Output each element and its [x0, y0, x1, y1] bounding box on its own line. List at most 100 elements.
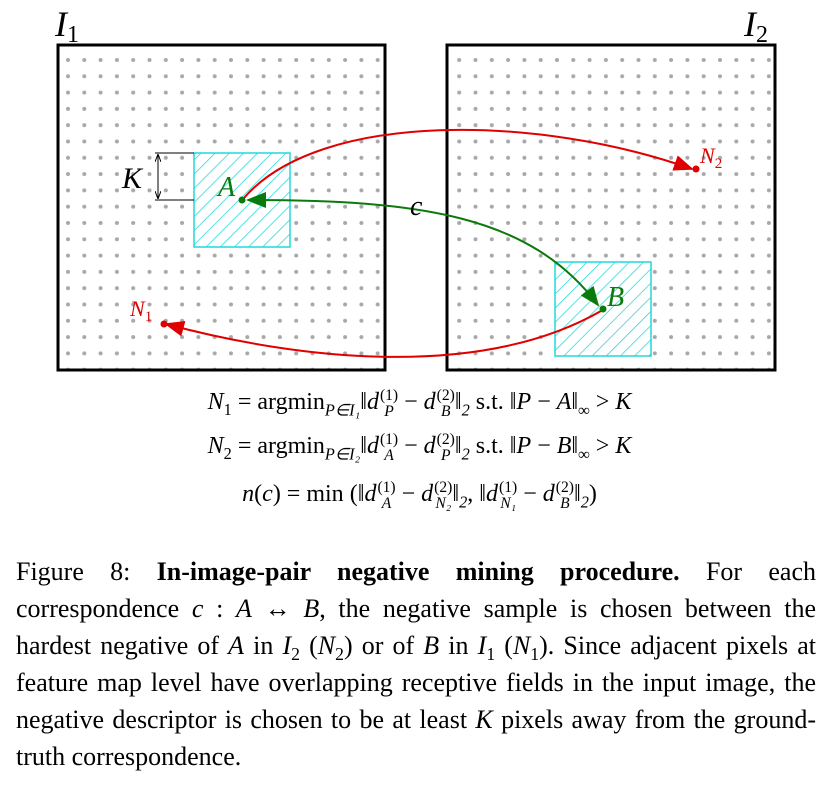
math: d (1) A [364, 479, 396, 511]
math: ‖∞ [571, 433, 589, 464]
text-run: ‖ [360, 433, 367, 460]
point-n2 [692, 165, 700, 173]
math-sup: (1) [379, 387, 399, 404]
math-var: A [556, 389, 572, 416]
text-run: > [589, 433, 616, 460]
math: c [192, 594, 204, 623]
math-sup: (2) [555, 479, 574, 496]
math-op: ‖ [452, 481, 460, 508]
math: N1 [207, 389, 232, 417]
math: I2 [282, 631, 301, 663]
math-sub: 2 [461, 444, 470, 464]
math-sup: (2) [434, 479, 453, 496]
math-sub: N₂ [435, 494, 452, 512]
diagram: I1 I2 K A B c N2 N1 [54, 4, 777, 372]
a-label: A [216, 172, 236, 203]
math: d (2) B [424, 387, 455, 419]
image-label: I2 [743, 4, 768, 48]
math-sup: (2) [436, 387, 455, 404]
text-run: − [517, 481, 543, 508]
arrow-n2 [243, 128, 694, 199]
math: P [517, 433, 532, 459]
sub-sup: (1) N₁ [499, 480, 517, 511]
math: A [236, 594, 252, 623]
math: argminP∈I₂ [257, 433, 360, 464]
text-run: , ‖ [467, 481, 487, 508]
math-sub: A [384, 446, 394, 464]
text-run: ↔ [251, 594, 304, 623]
equation: n(c) = min (‖d (1) A − d (2) N₂ ‖2, ‖d (1) N₁ −… [0, 480, 839, 513]
math-sub: 2 [291, 644, 301, 665]
math-var: I [282, 631, 292, 660]
text-run: = [231, 433, 258, 460]
point-a [238, 196, 246, 204]
c-label: c [410, 191, 423, 222]
caption: Figure 8: In-image-pair negative mining … [16, 553, 816, 775]
math-var: K [615, 389, 632, 416]
math: I1 [478, 631, 496, 663]
math-sub: P [384, 402, 394, 420]
label-sub: 2 [715, 156, 723, 172]
math-sub: P∈I₁ [324, 400, 361, 420]
text-run: in [244, 631, 283, 660]
math: d (2) B [543, 479, 574, 511]
math: B [423, 631, 439, 660]
text-run: > [589, 389, 616, 416]
equation: N2 = argminP∈I₂‖d (1) A − d (2) P ‖2 s.t. ‖P … [0, 432, 839, 465]
math-op: ‖ [573, 481, 581, 508]
text-run: − [395, 481, 422, 508]
image-1 [56, 43, 387, 372]
math: n [242, 481, 254, 507]
math-sub: 2 [223, 443, 232, 463]
label-base: N [129, 296, 146, 321]
label-sub: 1 [67, 22, 79, 48]
text-run: pixels away from the ground-truth corres… [16, 705, 816, 771]
math-op: ‖ [571, 433, 579, 460]
math: B [557, 433, 572, 459]
text-run: − [531, 389, 557, 416]
text-run: , the negative sample is chosen between … [16, 594, 816, 660]
math-var: c [191, 594, 204, 623]
math: c [262, 481, 273, 507]
math-var: K [475, 705, 493, 734]
math-var: d [421, 481, 434, 508]
math-var: N [207, 433, 224, 460]
math-var: N [207, 389, 224, 416]
math-op: ‖ [454, 389, 462, 416]
math: A [557, 389, 572, 415]
math-sub: P∈I₂ [324, 444, 361, 464]
math-sup: (1) [377, 479, 396, 496]
math: d (2) P [423, 432, 455, 463]
label-sub: 2 [756, 22, 768, 48]
text-run: − [398, 433, 424, 460]
math-sub: P [441, 446, 451, 464]
math-var: B [423, 631, 440, 660]
math: ‖2 [573, 481, 589, 512]
text-run: For each correspondence [16, 557, 816, 623]
n2-label: N2 [699, 143, 722, 172]
math-sub: 1 [486, 644, 496, 665]
text-run: ) [588, 481, 597, 508]
text-run: s.t. ‖ [469, 433, 517, 460]
math-var: P [516, 433, 532, 460]
math-op: ‖ [571, 389, 579, 416]
image-2 [445, 43, 777, 372]
math-sup: (1) [379, 431, 399, 448]
label-base: I [743, 4, 758, 44]
math-sub: 1 [530, 644, 540, 665]
point-n1 [160, 320, 168, 328]
math-var: A [236, 594, 252, 623]
text-run: ( [300, 631, 318, 660]
math-sub: 2 [459, 492, 468, 512]
math-var: d [486, 481, 499, 508]
text-run: − [398, 389, 424, 416]
image-label: I1 [54, 4, 79, 48]
math-sub: A [381, 494, 392, 512]
math-var: d [364, 481, 377, 508]
math-var: d [423, 433, 436, 460]
label-base: I [54, 4, 69, 44]
arrow-n1 [164, 310, 602, 358]
math: ‖∞ [571, 389, 589, 420]
math-sub: B [441, 402, 451, 420]
text-run: ( [349, 481, 358, 508]
